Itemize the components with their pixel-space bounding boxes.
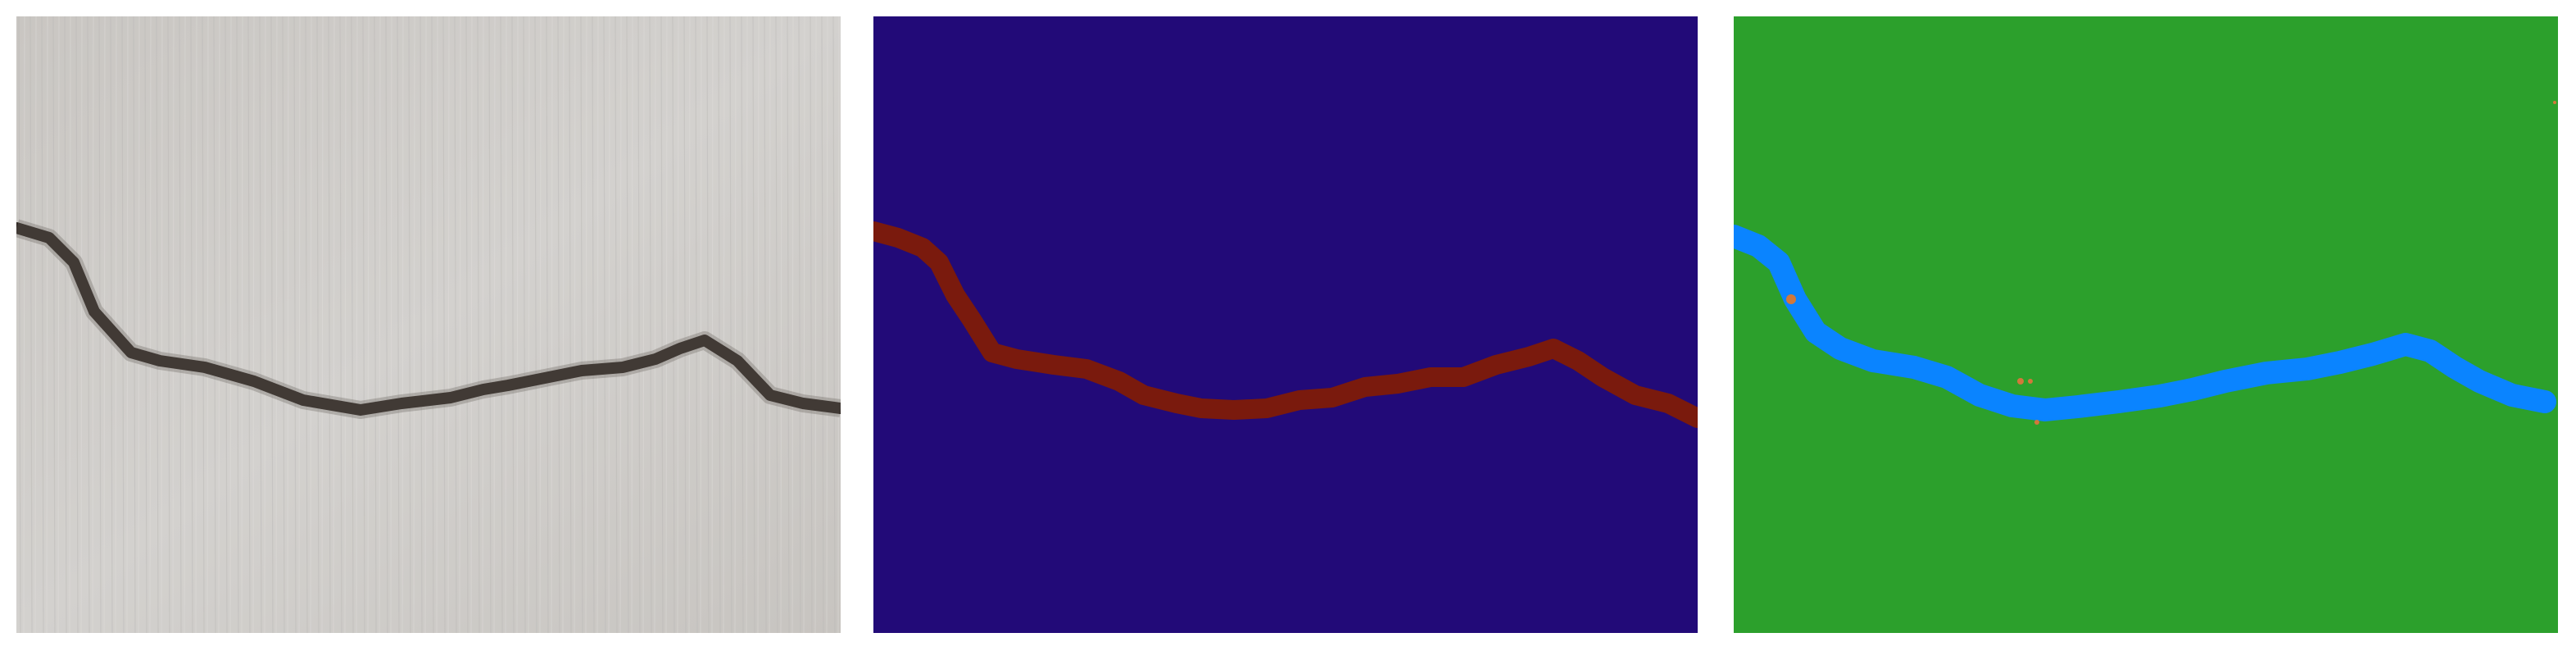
- noise-blob: [2028, 379, 2033, 384]
- crack-prediction: [1734, 225, 2556, 421]
- crack-photo-panel: [16, 16, 841, 633]
- concrete-texture: [16, 16, 841, 633]
- predicted-mask-panel: [1734, 16, 2558, 633]
- mask-background: [873, 16, 1698, 633]
- crack: [16, 222, 841, 416]
- noise-blob: [2553, 101, 2556, 104]
- predicted-mask: [1734, 16, 2558, 633]
- ground-truth-mask: [873, 16, 1698, 633]
- noise-blob: [2017, 378, 2024, 385]
- crack-shadow: [16, 219, 841, 419]
- noise-blob: [2034, 420, 2039, 425]
- noise-blob: [1786, 294, 1796, 304]
- ground-truth-mask-panel: [873, 16, 1698, 633]
- mask-background: [1734, 16, 2558, 633]
- crack-mask: [873, 221, 1698, 428]
- crack-photo: [16, 16, 841, 633]
